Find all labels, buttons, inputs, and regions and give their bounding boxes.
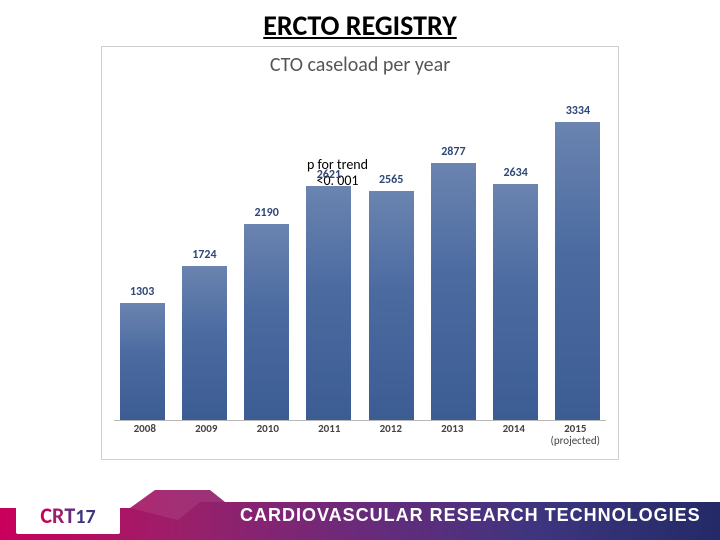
slide: ERCTO REGISTRY CTO caseload per year p f… bbox=[0, 0, 720, 540]
x-axis: 20082009201020112012201320142015(project… bbox=[114, 423, 606, 453]
overlay-box bbox=[594, 460, 660, 486]
bar-value-label: 1724 bbox=[192, 248, 216, 262]
bar-value-label: 2877 bbox=[441, 145, 465, 159]
footer-banner: C R T 17 CARDIOVASCULAR RESEARCH TECHNOL… bbox=[0, 490, 720, 540]
bar-column: 2621 bbox=[301, 107, 357, 420]
bar: 1303 bbox=[120, 303, 165, 420]
crt17-logo: C R T 17 bbox=[16, 496, 120, 534]
footer-caption: CARDIOVASCULAR RESEARCH TECHNOLOGIES bbox=[240, 505, 701, 526]
x-tick-label: 2015(projected) bbox=[545, 423, 607, 453]
bars-group: 1303 1724 2190 2621 2565 2877 2634 3334 bbox=[114, 107, 606, 421]
x-tick-label: 2011 bbox=[299, 423, 361, 453]
bar-column: 2877 bbox=[425, 107, 481, 420]
bar-value-label: 1303 bbox=[130, 285, 154, 299]
bar: 1724 bbox=[182, 266, 227, 420]
x-tick-label: 2014 bbox=[483, 423, 545, 453]
chart-title: CTO caseload per year bbox=[102, 47, 618, 77]
bar: 2190 bbox=[244, 224, 289, 420]
bar-column: 1303 bbox=[114, 107, 170, 420]
bar-column: 2190 bbox=[239, 107, 295, 420]
bar: 3334 bbox=[555, 122, 600, 420]
x-tick-label: 2010 bbox=[237, 423, 299, 453]
logo-letter-t: T bbox=[64, 502, 75, 529]
slide-title: ERCTO REGISTRY bbox=[0, 8, 720, 43]
bar-value-label: 2565 bbox=[379, 173, 403, 187]
bar-column: 1724 bbox=[176, 107, 232, 420]
bar-value-label: 2621 bbox=[317, 168, 341, 182]
bar: 2877 bbox=[431, 163, 476, 420]
bar: 2565 bbox=[369, 191, 414, 420]
logo-letter-r: R bbox=[52, 502, 64, 529]
bar-column: 2634 bbox=[488, 107, 544, 420]
logo-letter-c: C bbox=[40, 502, 52, 529]
logo-number: 17 bbox=[75, 505, 95, 529]
logo-text: C R T 17 bbox=[40, 502, 95, 529]
bar: 2634 bbox=[493, 184, 538, 420]
bar-column: 3334 bbox=[550, 107, 606, 420]
x-tick-label: 2012 bbox=[360, 423, 422, 453]
plot-area: 1303 1724 2190 2621 2565 2877 2634 3334 bbox=[114, 107, 606, 421]
bar: 2621 bbox=[306, 186, 351, 420]
x-tick-label: 2009 bbox=[176, 423, 238, 453]
x-tick-label: 2008 bbox=[114, 423, 176, 453]
chart-container: CTO caseload per year p for trend <0. 00… bbox=[101, 46, 619, 460]
bar-value-label: 2190 bbox=[254, 206, 278, 220]
bar-value-label: 3334 bbox=[566, 104, 590, 118]
bar-value-label: 2634 bbox=[503, 166, 527, 180]
bar-column: 2565 bbox=[363, 107, 419, 420]
x-tick-label: 2013 bbox=[422, 423, 484, 453]
